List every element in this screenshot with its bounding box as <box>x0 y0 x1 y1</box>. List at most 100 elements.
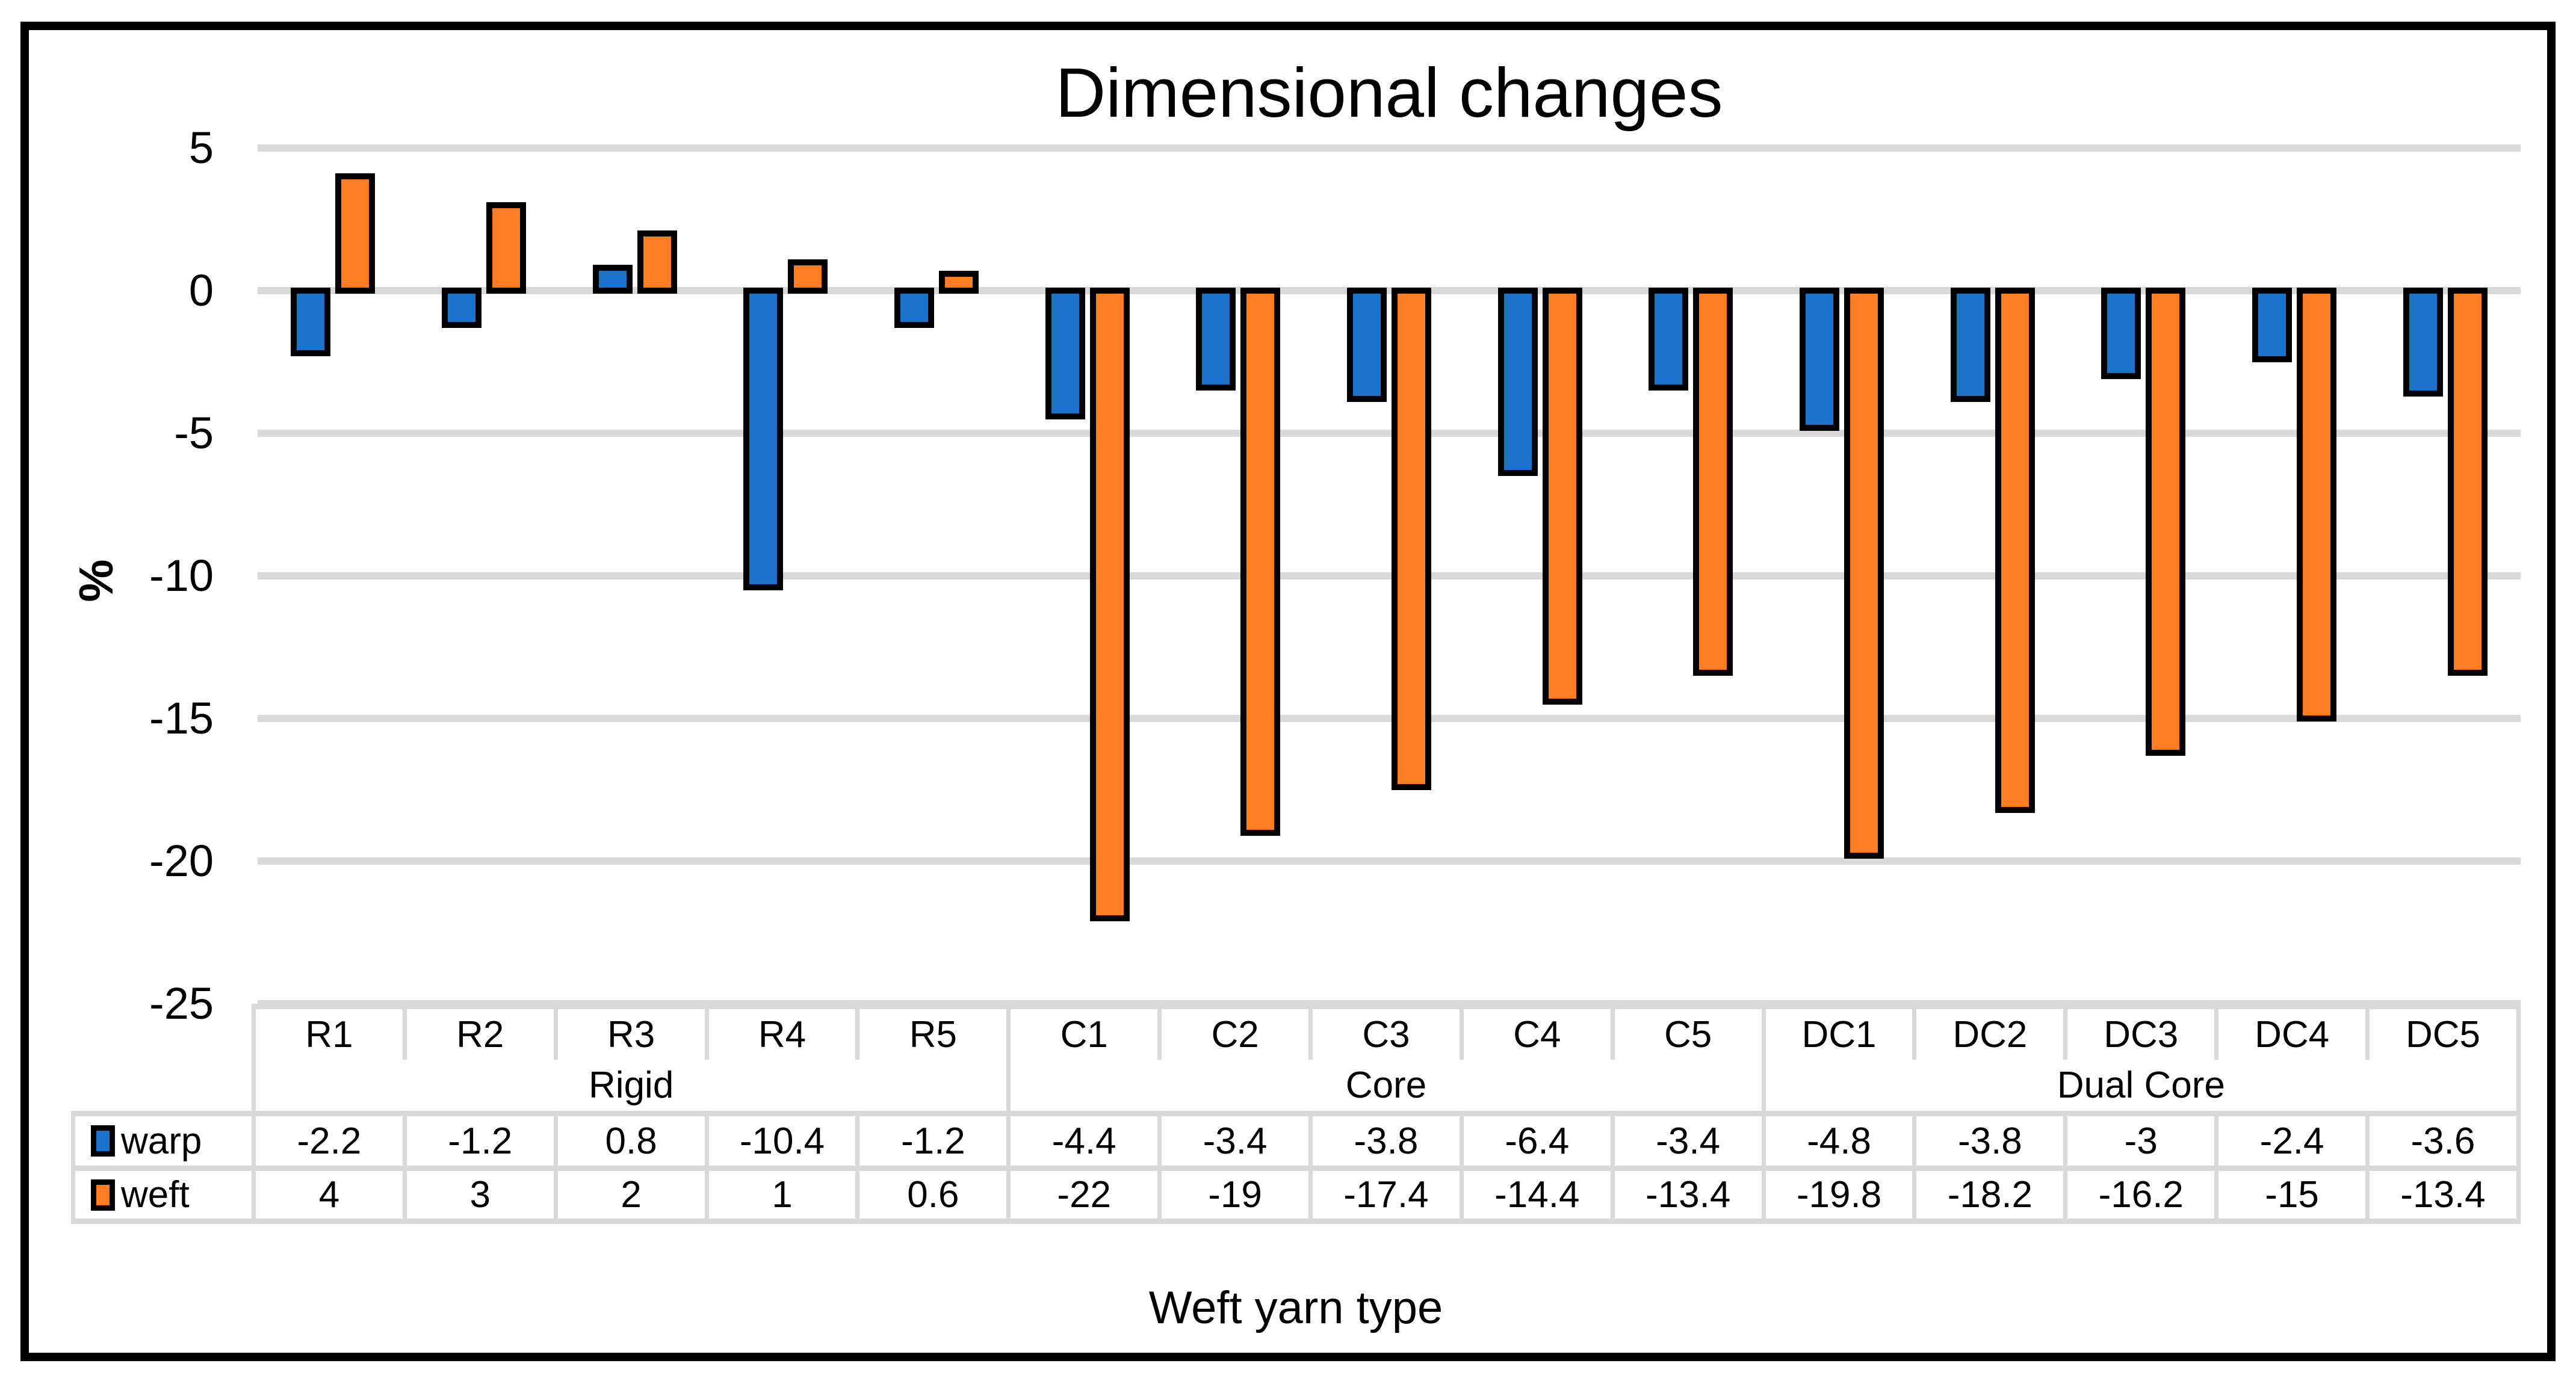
gridline <box>258 144 2521 152</box>
table-value-weft-R2: 3 <box>402 1171 554 1219</box>
col-header-C3: C3 <box>1308 1009 1460 1060</box>
bar-warp-C3 <box>1347 288 1387 403</box>
table-value-weft-C3: -17.4 <box>1308 1171 1460 1219</box>
table-value-weft-DC3: -16.2 <box>2063 1171 2214 1219</box>
gridline <box>258 572 2521 579</box>
bar-warp-DC2 <box>1950 288 1990 403</box>
bar-weft-C3 <box>1392 288 1431 790</box>
table-value-warp-DC4: -2.4 <box>2214 1116 2365 1166</box>
col-header-C4: C4 <box>1459 1009 1611 1060</box>
table-value-warp-R5: -1.2 <box>855 1116 1006 1166</box>
table-value-weft-R4: 1 <box>704 1171 856 1219</box>
y-tick-label: 0 <box>188 265 214 315</box>
table-value-weft-R3: 2 <box>553 1171 705 1219</box>
bar-weft-C4 <box>1542 288 1582 705</box>
col-header-DC4: DC4 <box>2214 1009 2365 1060</box>
bar-weft-C2 <box>1240 288 1281 836</box>
bar-weft-DC1 <box>1844 288 1884 859</box>
table-value-warp-C3: -3.8 <box>1308 1116 1460 1166</box>
bar-warp-DC1 <box>1800 288 1839 431</box>
table-value-weft-DC2: -18.2 <box>1912 1171 2063 1219</box>
x-axis-title: Weft yarn type <box>1148 1282 1443 1333</box>
table-value-warp-DC1: -4.8 <box>1761 1116 1913 1166</box>
legend-label-warp: warp <box>121 1120 202 1162</box>
bar-warp-R4 <box>743 288 784 590</box>
legend-label-weft: weft <box>121 1174 190 1216</box>
table-row-warp: warp -2.2 -1.2 0.8 -10.4 -1.2 -4.4 -3.4 -3.8 -6.4… <box>71 1111 2521 1166</box>
bar-warp-R1 <box>291 288 331 357</box>
col-header-R5: R5 <box>855 1009 1006 1060</box>
table-value-warp-C1: -4.4 <box>1006 1116 1157 1166</box>
bar-warp-R3 <box>592 265 633 294</box>
bar-weft-DC2 <box>1995 288 2035 813</box>
table-value-weft-R5: 0.6 <box>855 1171 1006 1219</box>
bar-weft-DC4 <box>2297 288 2336 721</box>
gridline <box>258 715 2521 722</box>
bar-weft-R4 <box>788 259 828 294</box>
table-value-warp-R4: -10.4 <box>704 1116 856 1166</box>
y-tick-label: -15 <box>149 693 214 743</box>
bar-weft-DC5 <box>2447 288 2488 676</box>
legend-item-weft: weft <box>71 1171 252 1219</box>
table-value-warp-DC5: -3.6 <box>2365 1116 2516 1166</box>
legend-key-weft-icon <box>91 1179 115 1211</box>
bar-warp-DC4 <box>2252 288 2292 362</box>
table-value-warp-C2: -3.4 <box>1157 1116 1308 1166</box>
group-header-rigid: Rigid <box>252 1060 1006 1111</box>
bar-weft-C5 <box>1693 288 1733 676</box>
bar-weft-C1 <box>1089 288 1130 921</box>
col-header-DC3: DC3 <box>2063 1009 2214 1060</box>
bar-weft-DC3 <box>2146 288 2186 756</box>
col-header-DC1: DC1 <box>1761 1009 1913 1060</box>
bar-warp-C5 <box>1649 288 1689 391</box>
bar-weft-R2 <box>486 202 526 294</box>
table-value-weft-DC4: -15 <box>2214 1171 2365 1219</box>
col-header-R4: R4 <box>704 1009 856 1060</box>
table-value-warp-C4: -6.4 <box>1459 1116 1611 1166</box>
col-header-R2: R2 <box>402 1009 554 1060</box>
bar-warp-R2 <box>442 288 481 328</box>
table-value-warp-C5: -3.4 <box>1610 1116 1762 1166</box>
bar-warp-C4 <box>1497 288 1538 477</box>
table-value-weft-C5: -13.4 <box>1610 1171 1762 1219</box>
legend-item-warp: warp <box>71 1116 252 1166</box>
legend-key-warp-icon <box>91 1125 115 1157</box>
col-header-DC2: DC2 <box>1912 1009 2063 1060</box>
bar-weft-R5 <box>939 270 979 294</box>
gridline <box>258 857 2521 865</box>
chart-title: Dimensional changes <box>1055 54 1723 132</box>
table-header: R1 R2 R3 R4 R5 C1 C2 C3 C4 C5 DC1 DC2 DC3 DC4 DC5 Rigid… <box>252 1004 2521 1111</box>
group-header-row: Rigid Core Dual Core <box>252 1060 2516 1111</box>
group-header-core: Core <box>1006 1060 1761 1111</box>
table-value-weft-DC5: -13.4 <box>2365 1171 2516 1219</box>
col-header-DC5: DC5 <box>2365 1009 2516 1060</box>
category-header-row: R1 R2 R3 R4 R5 C1 C2 C3 C4 C5 DC1 DC2 DC3 DC4 DC5 <box>252 1009 2516 1060</box>
table-value-weft-DC1: -19.8 <box>1761 1171 1913 1219</box>
y-tick-label: 5 <box>188 123 214 173</box>
table-row-weft: weft 4 3 2 1 0.6 -22 -19 -17.4 -14.4 -13.4 -19.8 -18… <box>71 1166 2521 1224</box>
table-value-warp-R3: 0.8 <box>553 1116 705 1166</box>
bar-warp-C2 <box>1196 288 1236 391</box>
col-header-R3: R3 <box>553 1009 705 1060</box>
bar-warp-DC3 <box>2101 288 2141 380</box>
table-value-weft-R1: 4 <box>252 1171 403 1219</box>
col-header-C1: C1 <box>1006 1009 1157 1060</box>
y-tick-label: -5 <box>174 408 214 458</box>
group-header-dual-core: Dual Core <box>1761 1060 2516 1111</box>
bar-warp-DC5 <box>2403 288 2443 397</box>
col-header-C2: C2 <box>1157 1009 1308 1060</box>
table-value-weft-C4: -14.4 <box>1459 1171 1611 1219</box>
bar-weft-R1 <box>335 173 376 294</box>
table-value-warp-R1: -2.2 <box>252 1116 403 1166</box>
table-value-weft-C1: -22 <box>1006 1171 1157 1219</box>
col-header-R1: R1 <box>252 1009 403 1060</box>
gridline <box>258 430 2521 437</box>
y-tick-label: -20 <box>149 836 214 886</box>
table-value-warp-R2: -1.2 <box>402 1116 554 1166</box>
bar-warp-R5 <box>894 288 934 328</box>
col-header-C5: C5 <box>1610 1009 1762 1060</box>
y-tick-label: -25 <box>149 978 214 1028</box>
bar-weft-R3 <box>637 230 677 294</box>
table-value-warp-DC2: -3.8 <box>1912 1116 2063 1166</box>
